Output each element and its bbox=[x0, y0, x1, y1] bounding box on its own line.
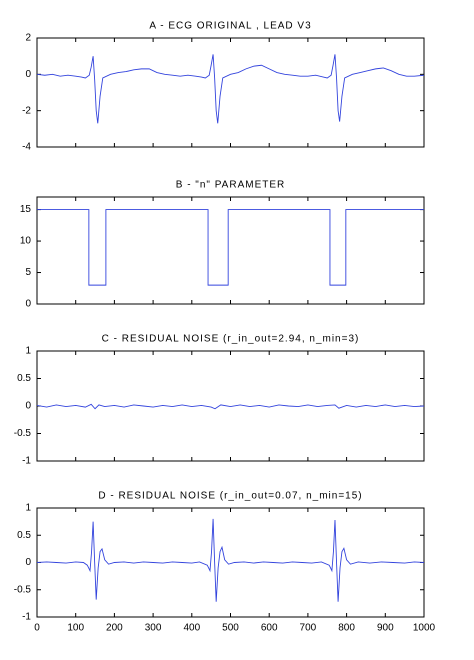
x-tick-label: 700 bbox=[300, 623, 317, 634]
y-tick-label: 0 bbox=[25, 299, 31, 310]
x-tick-label: 300 bbox=[145, 623, 162, 634]
data-line bbox=[37, 209, 424, 286]
x-tick-label: 900 bbox=[377, 623, 394, 634]
y-tick-label: -1 bbox=[22, 456, 31, 467]
x-tick-label: 0 bbox=[34, 623, 40, 634]
x-tick-label: 600 bbox=[261, 623, 278, 634]
x-tick-label: 100 bbox=[67, 623, 84, 634]
y-tick-label: -2 bbox=[22, 105, 31, 116]
plot-frame bbox=[36, 196, 425, 305]
y-tick-label: 15 bbox=[20, 204, 32, 215]
chart-title: A - ECG ORIGINAL , LEAD V3 bbox=[149, 21, 311, 32]
data-line bbox=[36, 403, 425, 410]
y-tick-label: 1 bbox=[25, 503, 31, 514]
x-tick-label: 200 bbox=[106, 623, 123, 634]
y-tick-label: -1 bbox=[22, 612, 31, 623]
x-tick-label: 400 bbox=[183, 623, 200, 634]
y-tick-label: 1 bbox=[25, 346, 31, 357]
plot-frame bbox=[36, 350, 425, 462]
y-tick-label: 10 bbox=[20, 236, 32, 247]
chart-title: C - RESIDUAL NOISE (r_in_out=2.94, n_min… bbox=[102, 334, 360, 345]
y-tick-label: 0.5 bbox=[17, 530, 31, 541]
x-tick-label: 1000 bbox=[413, 623, 436, 634]
y-tick-label: 2 bbox=[25, 33, 31, 44]
y-tick-label: 0 bbox=[25, 401, 31, 412]
chart-title: B - "n" PARAMETER bbox=[176, 180, 286, 191]
data-line bbox=[36, 54, 425, 124]
data-line bbox=[36, 518, 425, 602]
y-tick-label: 0 bbox=[25, 69, 31, 80]
y-tick-label: 5 bbox=[25, 267, 31, 278]
x-tick-label: 800 bbox=[338, 623, 355, 634]
y-tick-label: 0.5 bbox=[17, 373, 31, 384]
chart-title: D - RESIDUAL NOISE (r_in_out=0.07, n_min… bbox=[98, 491, 362, 502]
y-tick-label: 0 bbox=[25, 557, 31, 568]
x-tick-label: 500 bbox=[222, 623, 239, 634]
y-tick-label: -0.5 bbox=[14, 584, 32, 595]
y-tick-label: -4 bbox=[22, 142, 31, 153]
y-tick-label: -0.5 bbox=[14, 428, 32, 439]
